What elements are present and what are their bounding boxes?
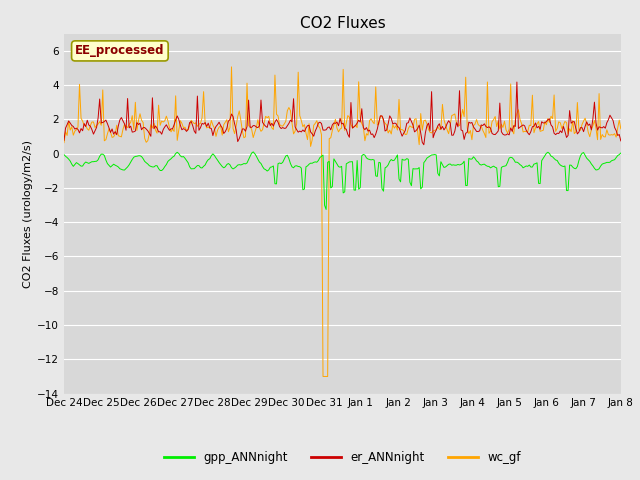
Text: EE_processed: EE_processed bbox=[75, 44, 164, 58]
Title: CO2 Fluxes: CO2 Fluxes bbox=[300, 16, 385, 31]
Legend: gpp_ANNnight, er_ANNnight, wc_gf: gpp_ANNnight, er_ANNnight, wc_gf bbox=[159, 446, 525, 469]
Y-axis label: CO2 Fluxes (urology/m2/s): CO2 Fluxes (urology/m2/s) bbox=[23, 140, 33, 288]
